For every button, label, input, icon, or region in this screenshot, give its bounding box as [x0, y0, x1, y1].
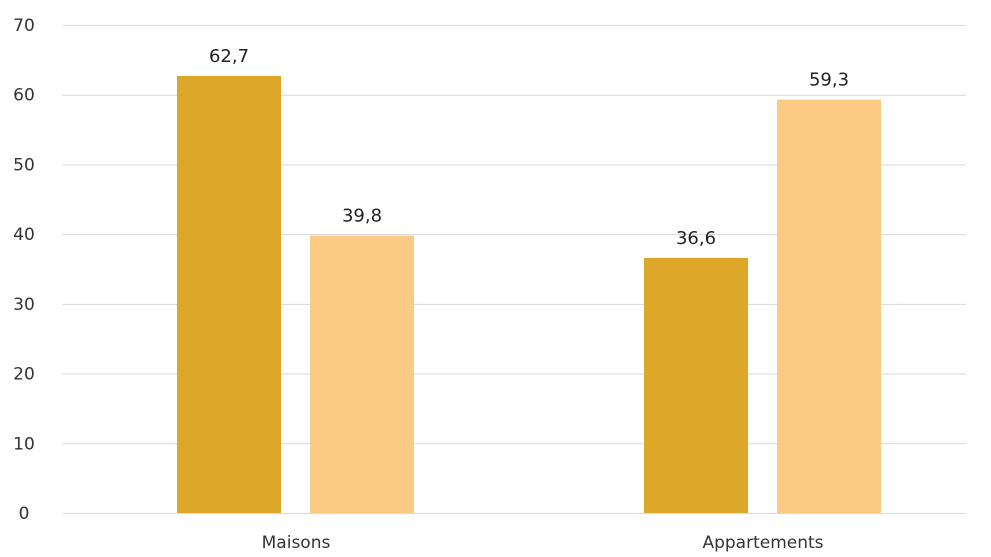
data-label-appartements-series-2: 59,3 — [809, 70, 849, 91]
bar-maisons-series-2 — [310, 235, 414, 513]
data-labels: 62,7 36,6 39,8 59,3 — [209, 46, 849, 249]
bar-appartements-series-1 — [644, 257, 748, 513]
y-tick-label-70: 70 — [13, 16, 35, 36]
y-tick-label-20: 20 — [13, 365, 35, 385]
data-label-appartements-series-1: 36,6 — [676, 228, 716, 249]
x-tick-label-appartements: Appartements — [702, 533, 823, 552]
data-label-maisons-series-2: 39,8 — [342, 206, 382, 227]
y-tick-label-50: 50 — [13, 155, 35, 175]
bar-appartements-series-2 — [777, 99, 881, 513]
y-tick-label-40: 40 — [13, 225, 35, 245]
y-tick-label-10: 10 — [13, 434, 35, 454]
data-label-maisons-series-1: 62,7 — [209, 46, 249, 67]
x-tick-label-maisons: Maisons — [262, 533, 331, 552]
bar-maisons-series-1 — [177, 75, 281, 514]
y-tick-label-30: 30 — [13, 295, 35, 315]
y-tick-label-60: 60 — [13, 86, 35, 106]
y-tick-label-0: 0 — [19, 504, 30, 524]
bars — [177, 75, 881, 514]
y-axis-ticks: 0 10 20 30 40 50 60 70 — [13, 16, 35, 524]
x-axis-ticks: Maisons Appartements — [262, 533, 824, 553]
